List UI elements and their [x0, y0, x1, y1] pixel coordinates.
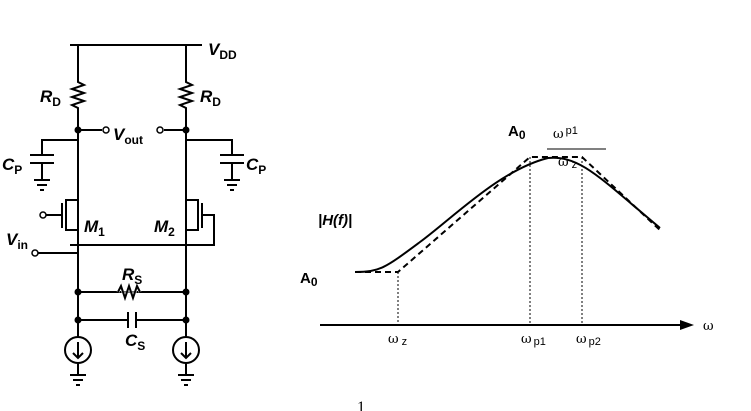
cp-left-label: CP — [2, 155, 22, 177]
circuit — [30, 44, 244, 386]
rd-left-label: RD — [40, 87, 61, 109]
vout-label: Vout — [113, 125, 143, 147]
cp-right-label: CP — [246, 155, 266, 177]
cs-label: CS — [125, 331, 145, 353]
bottom-fragment: 1 — [357, 399, 365, 411]
peak-numerator: ω p1 — [553, 125, 578, 142]
vin-label: Vin — [6, 230, 28, 252]
wp1-label: ω p1 — [521, 332, 546, 348]
m1-label: M1 — [84, 217, 105, 239]
m2-label: M2 — [154, 217, 175, 239]
peak-gain-label: A0 — [508, 123, 526, 142]
vdd-label: VDD — [208, 40, 237, 62]
wp2-label: ω p2 — [576, 332, 601, 348]
rs-label: RS — [122, 265, 142, 287]
a0-label: A0 — [300, 270, 318, 289]
circuit-labels: VDD RD RD Vout CP CP Vin M1 M2 RS CS — [2, 40, 266, 353]
y-axis-label: |H(f)| — [318, 212, 352, 229]
rd-right-label: RD — [200, 87, 221, 109]
x-axis-label: ω — [703, 319, 714, 334]
